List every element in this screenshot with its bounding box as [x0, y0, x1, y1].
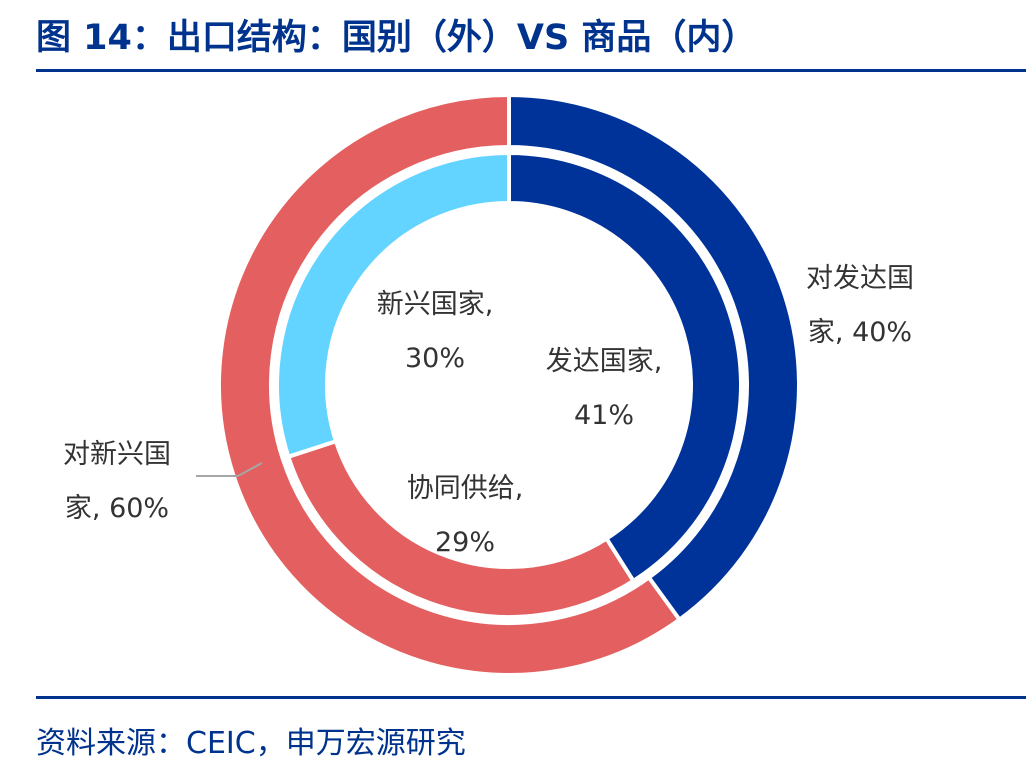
inner-slice-label-1: 协同供给, 29%	[407, 473, 524, 558]
outer-slice-label-0: 对发达国家, 40%	[806, 263, 914, 348]
outer-slice-0	[507, 92, 801, 623]
inner-slice-label-2: 新兴国家, 30%	[377, 289, 494, 374]
title-divider	[36, 69, 1026, 72]
outer-ring	[217, 92, 801, 677]
slice-labels: 对发达国家, 40% 对新兴国家, 60% 发达国家, 41% 协同供给, 29% 新兴国家…	[63, 263, 914, 558]
chart-title: 图 14：出口结构：国别（外）VS 商品（内）	[36, 18, 757, 58]
donut-chart: 对发达国家, 40% 对新兴国家, 60% 发达国家, 41% 协同供给, 29% 新兴国家…	[63, 92, 914, 677]
source-note: 资料来源：CEIC，申万宏源研究	[36, 726, 466, 761]
source-divider	[36, 696, 1026, 699]
outer-slice-label-1: 对新兴国家, 60%	[63, 439, 171, 524]
label-leader-line-end	[237, 462, 263, 477]
inner-slice-label-0: 发达国家, 41%	[546, 346, 663, 431]
inner-slice-0	[507, 150, 743, 584]
outer-slice-1	[217, 92, 683, 677]
inner-ring	[275, 150, 743, 619]
inner-slice-2	[275, 150, 511, 460]
